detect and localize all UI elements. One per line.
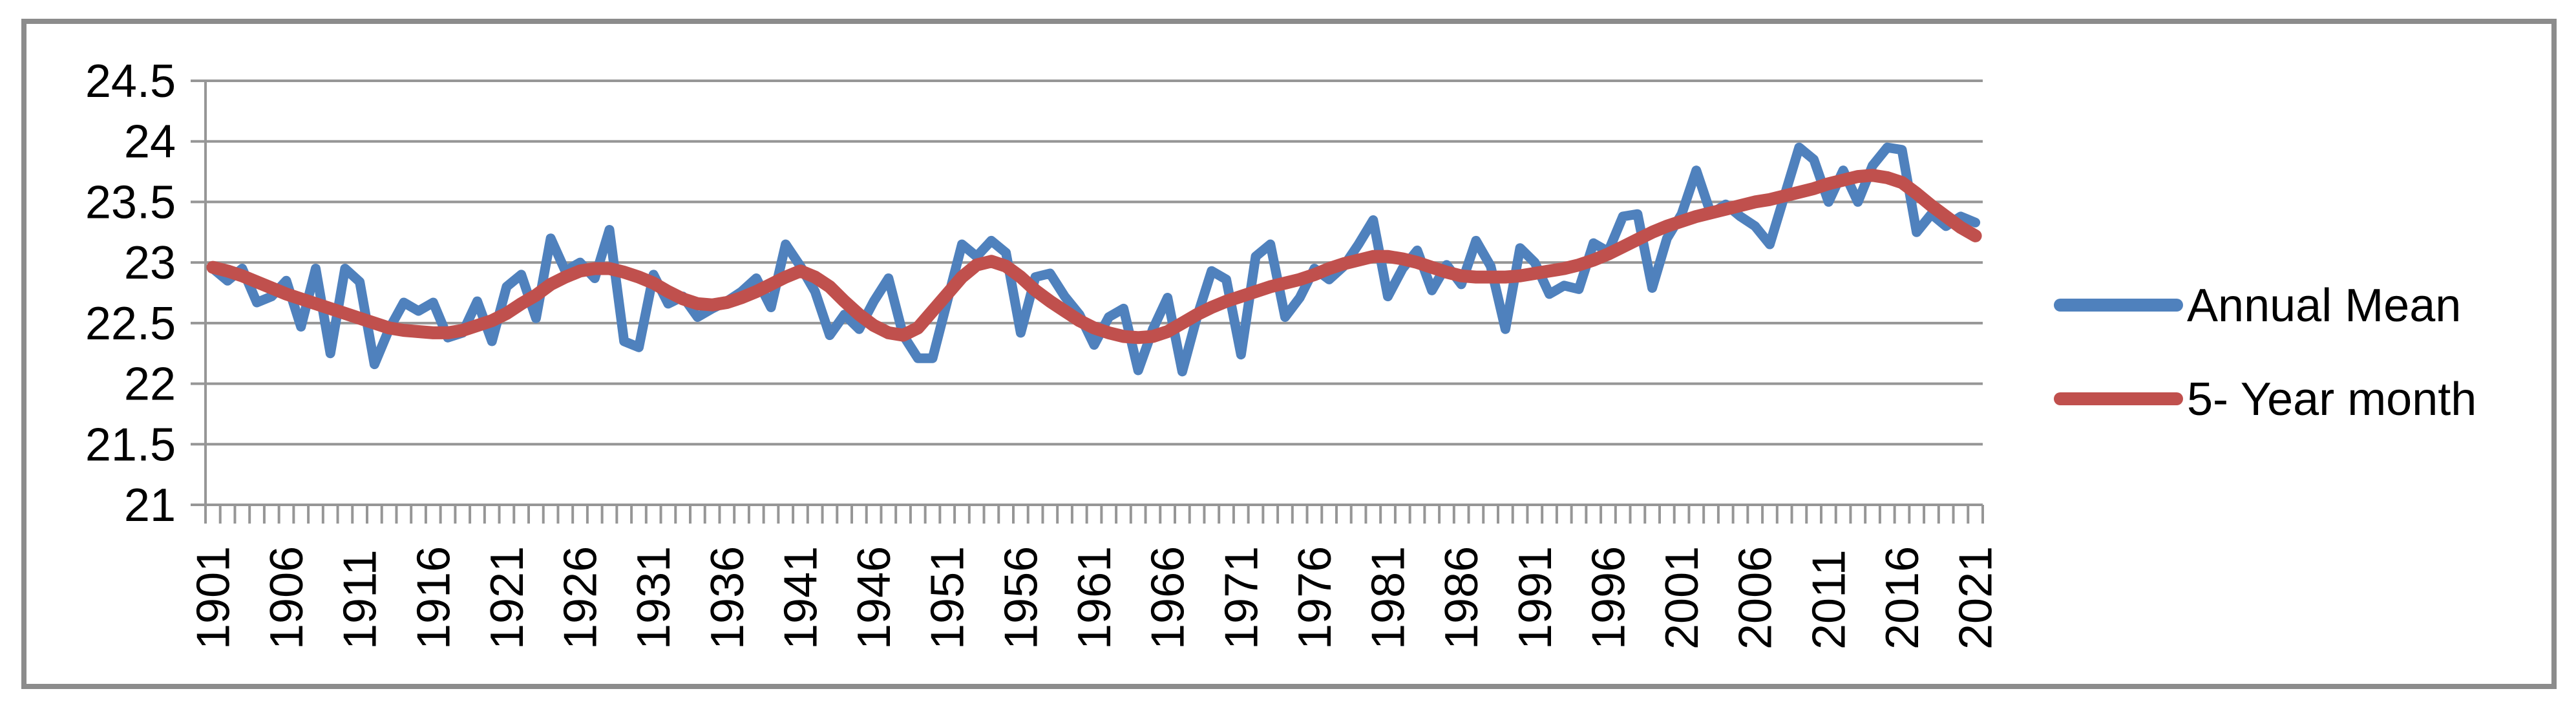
x-tick-label-1961: 1961 [1069, 546, 1121, 650]
x-tick-label-1951: 1951 [922, 546, 974, 650]
y-tick-label-21.5: 21.5 [85, 419, 176, 471]
legend: Annual Mean 5- Year month [2054, 280, 2476, 425]
x-tick-label-1976: 1976 [1289, 546, 1341, 650]
x-tick-label-1996: 1996 [1583, 546, 1634, 650]
x-tick-label-1966: 1966 [1143, 546, 1194, 650]
y-tick-label-22: 22 [124, 359, 176, 410]
x-tick-label-1956: 1956 [995, 546, 1047, 650]
y-tick-label-24.5: 24.5 [85, 56, 176, 107]
x-axis-labels: 1901 1906 1911 1916 1921 1926 1931 1936 1941 1946… [187, 546, 2001, 650]
y-axis-labels: 24.5 24 23.5 23 22.5 22 21.5 21 [85, 56, 176, 531]
x-tick-label-1941: 1941 [775, 546, 827, 650]
x-tick-label-1936: 1936 [702, 546, 754, 650]
x-tick-label-1916: 1916 [408, 546, 459, 650]
x-tick-label-1986: 1986 [1436, 546, 1488, 650]
x-tick-label-1911: 1911 [335, 549, 386, 650]
x-tick-label-2001: 2001 [1656, 546, 1708, 650]
x-tick-label-1906: 1906 [261, 546, 313, 650]
annual-mean-legend-label: Annual Mean [2187, 280, 2461, 332]
y-tick-label-23: 23 [124, 237, 176, 289]
y-tick-label-23.5: 23.5 [85, 176, 176, 228]
x-tick-label-1981: 1981 [1363, 546, 1415, 650]
x-axis-ticks [204, 505, 1984, 524]
y-tick-label-24: 24 [124, 116, 176, 168]
x-tick-label-1971: 1971 [1216, 546, 1267, 650]
legend-item-five-year: 5- Year month [2054, 374, 2476, 425]
five-year-average-line-series [206, 169, 1982, 345]
x-tick-label-2016: 2016 [1877, 546, 1928, 650]
five-year-legend-label: 5- Year month [2187, 374, 2476, 425]
x-tick-label-1921: 1921 [481, 546, 533, 650]
gridlines [191, 80, 1983, 506]
x-tick-label-1901: 1901 [187, 546, 239, 650]
annual-mean-line-series [207, 142, 1981, 377]
x-tick-label-1991: 1991 [1510, 546, 1561, 650]
x-tick-label-2021: 2021 [1950, 546, 2002, 650]
x-tick-label-1931: 1931 [628, 546, 680, 650]
x-tick-label-2006: 2006 [1730, 546, 1782, 650]
x-tick-label-1926: 1926 [555, 546, 607, 650]
y-tick-label-22.5: 22.5 [85, 298, 176, 350]
chart-frame-border [21, 19, 2557, 689]
y-tick-label-21: 21 [124, 480, 176, 531]
legend-item-annual-mean: Annual Mean [2054, 280, 2461, 332]
x-tick-label-2011: 2011 [1803, 549, 1855, 650]
x-tick-label-1946: 1946 [849, 546, 900, 650]
